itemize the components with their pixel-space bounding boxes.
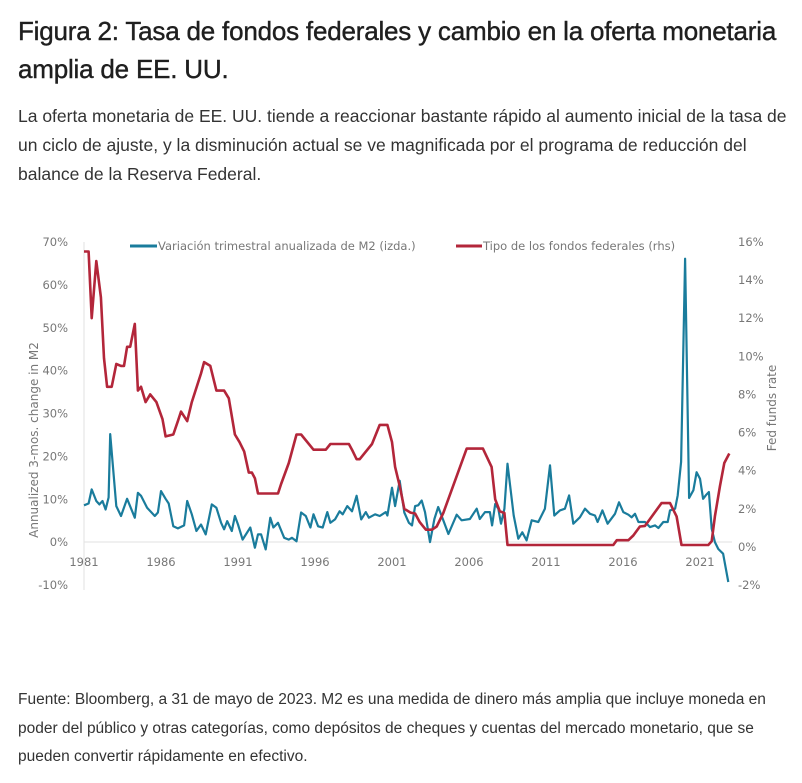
right-tick-label: -2%: [738, 578, 760, 592]
right-tick-label: 12%: [738, 311, 764, 325]
page-title: Figura 2: Tasa de fondos federales y cam…: [18, 16, 777, 84]
x-tick-label: 2021: [685, 555, 714, 569]
right-tick-label: 14%: [738, 273, 764, 287]
subtitle: La oferta monetaria de EE. UU. tiende a …: [18, 106, 787, 184]
left-tick-label: 30%: [42, 407, 68, 421]
x-tick-label: 2016: [608, 555, 637, 569]
right-tick-label: 2%: [738, 502, 756, 516]
right-tick-label: 8%: [738, 387, 756, 401]
right-tick-label: 4%: [738, 464, 756, 478]
fed-funds-line: [84, 250, 731, 547]
x-tick-labels: 1981 1986 1991 1996 2001 2006 2011 2016 2021: [69, 555, 714, 569]
left-tick-labels: 70% 60% 50% 40% 30% 20% 10% 0% -10%: [38, 235, 68, 592]
x-tick-label: 2001: [377, 555, 406, 569]
series-lines: [83, 250, 731, 583]
x-tick-label: 1981: [69, 555, 98, 569]
right-tick-label: 6%: [738, 426, 756, 440]
left-axis-title: Annualized 3-mos. change in M2: [27, 342, 41, 538]
legend-label-fed: Tipo de los fondos federales (rhs): [482, 239, 675, 253]
x-tick-label: 1996: [300, 555, 329, 569]
right-tick-label: 10%: [738, 349, 764, 363]
left-tick-label: 20%: [42, 449, 68, 463]
left-tick-label: 0%: [50, 535, 68, 549]
right-tick-label: 0%: [738, 540, 756, 554]
x-tick-label: 1986: [146, 555, 175, 569]
footnote: Fuente: Bloomberg, a 31 de mayo de 2023.…: [18, 691, 766, 765]
left-tick-label: 70%: [42, 235, 68, 249]
x-tick-label: 2011: [531, 555, 560, 569]
left-tick-label: 60%: [42, 278, 68, 292]
legend-label-m2: Variación trimestral anualizada de M2 (i…: [158, 239, 416, 253]
right-axis-title: Fed funds rate: [765, 365, 779, 452]
right-tick-labels: 16% 14% 12% 10% 8% 6% 4% 2% 0% -2%: [738, 235, 764, 592]
legend: Variación trimestral anualizada de M2 (i…: [130, 239, 675, 253]
left-tick-label: 10%: [42, 492, 68, 506]
left-tick-label: 40%: [42, 364, 68, 378]
right-tick-label: 16%: [738, 235, 764, 249]
x-tick-label: 1991: [223, 555, 252, 569]
m2-change-line: [83, 257, 730, 583]
x-tick-label: 2006: [454, 555, 483, 569]
chart: 70% 60% 50% 40% 30% 20% 10% 0% -10% 16% 14% 12% 10%…: [27, 235, 779, 592]
left-tick-label: 50%: [42, 321, 68, 335]
left-tick-label: -10%: [38, 578, 68, 592]
